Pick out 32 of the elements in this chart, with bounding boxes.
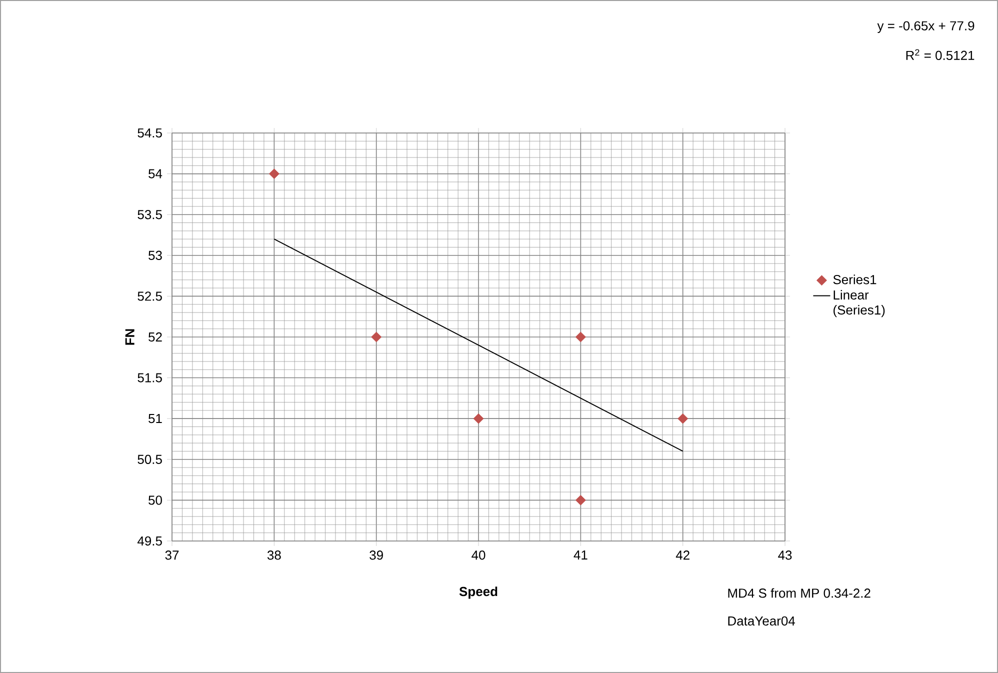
text: R$^{2}$ = 0.5121 xyxy=(906,49,974,60)
y-axis-title: FN xyxy=(125,329,134,345)
point xyxy=(473,413,484,424)
text: y = -0.65x + 77.9 xyxy=(877,21,974,33)
text: MD4 S from MP 0.34-2.2 xyxy=(728,588,870,598)
y-tick-label: 54.5 xyxy=(138,128,162,138)
y-tick-label: 53 xyxy=(148,250,162,260)
point xyxy=(268,168,280,179)
y-tick-label: 51 xyxy=(148,414,162,424)
y-tick-label: 52.5 xyxy=(138,292,162,301)
y-tick-label: 50 xyxy=(148,496,162,505)
x-tick-label: 39 xyxy=(370,550,383,560)
point xyxy=(371,332,382,342)
text: DataYear04 xyxy=(728,616,796,626)
y-tick-label: 51.5 xyxy=(138,373,162,382)
y-tick-label: 50.5 xyxy=(138,454,162,464)
x-tick-label: 42 xyxy=(676,550,690,560)
y-tick-label: 49.5 xyxy=(137,536,162,546)
point xyxy=(678,413,688,424)
y-tick-label: 53.5 xyxy=(138,210,162,220)
x-tick-label: 40 xyxy=(472,550,486,560)
y-tick-label: 52 xyxy=(148,332,162,342)
x-axis-title: Speed xyxy=(459,586,498,599)
x-tick-label: 43 xyxy=(778,550,792,560)
x-tick-label: 37 xyxy=(165,550,179,560)
point xyxy=(575,494,586,506)
legend-label: Series1 xyxy=(833,274,876,284)
x-tick-label: 41 xyxy=(574,550,588,560)
y-tick-label: 54 xyxy=(148,169,162,178)
x-tick-label: 38 xyxy=(267,550,281,560)
point xyxy=(575,332,586,342)
legend-label: Linear (Series1) xyxy=(834,290,885,318)
